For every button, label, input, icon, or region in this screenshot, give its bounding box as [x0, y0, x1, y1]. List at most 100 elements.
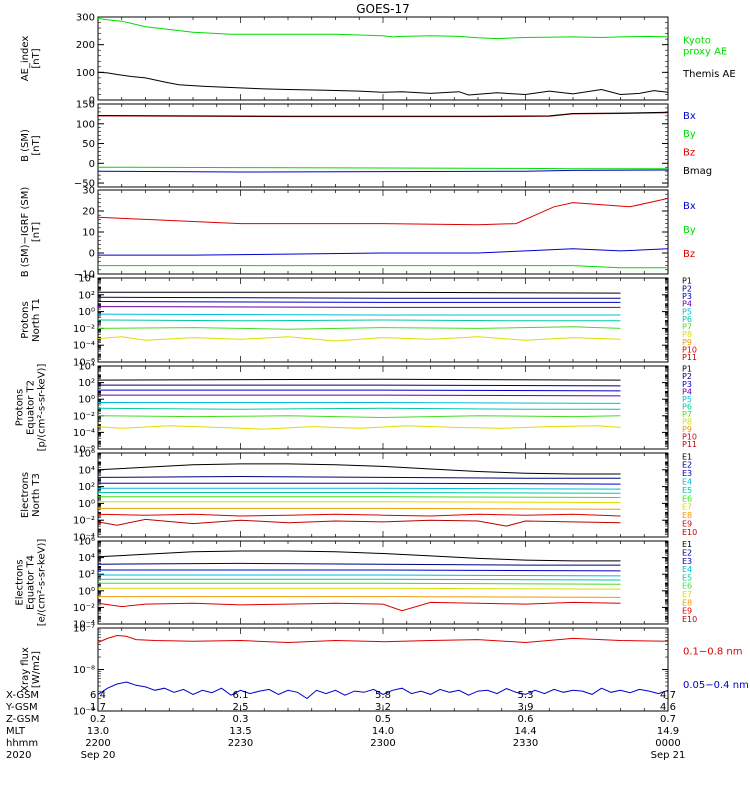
y-axis-label-line: [W/m2]: [31, 651, 42, 688]
x-axis-value: 4.6: [660, 702, 676, 713]
x-axis-value: 3.9: [518, 702, 534, 713]
series-line-e2: [97, 562, 621, 566]
y-tick-label: 10⁻⁸: [73, 665, 95, 676]
x-axis-value: 0.3: [233, 714, 249, 725]
y-axis-label-line: Protons: [20, 301, 31, 338]
y-tick-label: 20: [82, 207, 95, 218]
x-axis-value: Sep 21: [651, 750, 686, 761]
x-axis-value: Sep 20: [81, 750, 116, 761]
legend-entry: E2: [682, 549, 692, 558]
x-axis-row-label: X-GSM: [6, 690, 39, 701]
legend-entry: P7: [682, 410, 692, 419]
x-axis-value: 2230: [228, 738, 253, 749]
x-axis-value: 3.2: [375, 702, 391, 713]
legend-entry: E3: [682, 469, 692, 478]
y-tick-label: 10⁰: [78, 499, 95, 510]
y-axis-label-line: AE_index: [20, 36, 31, 82]
series-line-bmag: [97, 111, 669, 117]
series-line-p3: [97, 301, 621, 303]
legend-entry: E3: [682, 557, 692, 566]
series-line-kyoto-proxy-ae: [97, 17, 669, 40]
y-tick-label: 10⁻²: [73, 516, 95, 527]
x-axis-value: 2300: [370, 738, 395, 749]
x-axis-row-label: MLT: [6, 726, 26, 737]
series-line-e7: [98, 587, 621, 590]
series-line-e8: [98, 507, 621, 510]
y-tick-label: 10²: [78, 290, 95, 301]
legend-entry: P6: [682, 402, 692, 411]
legend-entry: Kyoto: [683, 36, 711, 47]
series-line-e6: [98, 582, 621, 585]
legend-entry: E4: [682, 478, 692, 487]
panel-frame: [97, 16, 669, 101]
series-line-p4: [97, 306, 621, 308]
y-tick-label: 100: [76, 119, 95, 130]
legend-entry: E10: [682, 528, 697, 537]
panel-7: 10⁻⁴ 10⁻² 10⁰ 10² 10⁴ 10⁶ Electrons Equator T4[…: [15, 537, 698, 631]
series-line-p5: [97, 313, 621, 316]
y-axis-label-line: [nT]: [31, 135, 42, 155]
y-tick-label: 50: [82, 139, 95, 150]
y-axis-label-line: [nT]: [31, 48, 42, 68]
y-tick-label: 10⁰: [78, 307, 95, 318]
series-line-e6: [98, 496, 621, 498]
x-axis-row-label: hhmm: [6, 738, 38, 749]
series-line-themis-ae: [97, 71, 669, 96]
x-axis-row-label: Z-GSM: [6, 714, 39, 725]
legend-entry: P10: [682, 433, 697, 442]
series-line-p7: [97, 326, 621, 330]
legend-entry: P11: [682, 440, 697, 449]
x-axis-value: 2330: [513, 738, 538, 749]
y-axis-label: Electrons Equator T4 [e/(cm²-s-sr-keV)]: [15, 539, 48, 627]
x-axis-value: 13.5: [229, 726, 251, 737]
y-tick-label: 10: [82, 228, 95, 239]
legend-entry: P4: [682, 300, 692, 309]
y-tick-label: 0: [89, 159, 95, 170]
y-tick-label: 100: [76, 68, 95, 79]
series-line-p3: [98, 389, 621, 392]
y-tick-label: 10⁴: [78, 274, 95, 285]
y-axis-label-line: Electrons: [20, 472, 31, 518]
y-tick-label: 10⁰: [78, 395, 95, 406]
y-tick-label: 0: [89, 249, 95, 260]
x-axis-value: 6.4: [90, 690, 106, 701]
series-line-bx: [97, 169, 669, 173]
legend-entry: Bx: [683, 111, 696, 122]
x-axis-value: 0.2: [90, 714, 106, 725]
x-axis-value: 0.6: [518, 714, 534, 725]
y-axis-label: Xray flux [W/m2]: [20, 647, 42, 692]
x-axis-value: 0.5: [375, 714, 391, 725]
series-line-e9: [97, 513, 621, 517]
x-axis-row-label: Y-GSM: [5, 702, 38, 713]
series-line-p5: [98, 402, 621, 404]
x-axis-value: 0000: [655, 738, 680, 749]
y-tick-label: 30: [82, 186, 95, 197]
y-tick-label: 10⁶: [78, 449, 95, 460]
series-line-e4: [98, 574, 621, 577]
y-tick-label: 10⁻⁷: [73, 624, 95, 635]
y-tick-label: 300: [76, 13, 95, 24]
y-tick-label: 10⁻⁴: [73, 428, 95, 439]
legend-entry: By: [683, 129, 696, 140]
y-tick-label: 10⁻⁴: [73, 341, 95, 352]
series-line-e5: [98, 578, 621, 581]
legend-entry: 0.1−0.8 nm: [683, 647, 742, 658]
series-line-p8: [97, 336, 621, 342]
legend-entry: P5: [682, 395, 692, 404]
series-line-p8: [97, 425, 621, 430]
panel-frame: [97, 365, 669, 450]
series-line-e7: [98, 501, 621, 504]
y-tick-label: 10⁻⁹: [73, 707, 95, 718]
y-tick-label: 0: [89, 96, 95, 107]
legend-entry: P10: [682, 345, 697, 354]
x-axis-value: 2.5: [233, 702, 249, 713]
y-tick-label: −10: [74, 270, 95, 281]
legend-entry: E6: [682, 494, 692, 503]
legend-entry: P2: [682, 284, 692, 293]
series-line-p1: [98, 291, 621, 294]
series-line-e5: [98, 492, 621, 494]
y-tick-label: 10⁴: [78, 465, 95, 476]
y-axis-label-line: Protons: [15, 389, 26, 426]
legend-entry: Bmag: [683, 166, 712, 177]
